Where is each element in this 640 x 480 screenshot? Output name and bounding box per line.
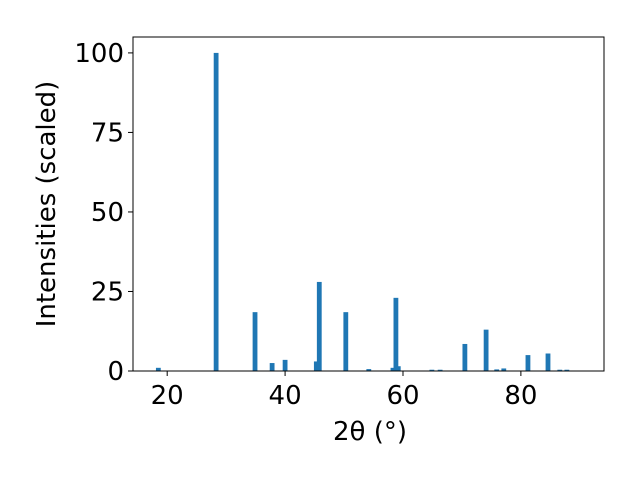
bar bbox=[343, 312, 349, 371]
y-tick-label: 100 bbox=[74, 39, 124, 69]
bar bbox=[366, 369, 372, 371]
y-tick-label: 50 bbox=[91, 198, 124, 228]
bar bbox=[155, 367, 161, 371]
x-tick-label: 80 bbox=[504, 381, 537, 411]
bar bbox=[390, 367, 396, 371]
bar bbox=[494, 369, 500, 371]
bar bbox=[437, 369, 443, 371]
bar bbox=[213, 52, 219, 372]
y-axis-label: Intensities (scaled) bbox=[32, 81, 62, 328]
x-tick-label: 20 bbox=[151, 381, 184, 411]
bar bbox=[316, 281, 322, 371]
y-tick-label: 25 bbox=[91, 277, 124, 307]
bar bbox=[564, 369, 570, 371]
x-axis-label: 2θ (°) bbox=[333, 417, 407, 447]
bar bbox=[545, 353, 551, 371]
y-tick-label: 0 bbox=[107, 357, 124, 387]
bar bbox=[525, 355, 531, 371]
bar bbox=[395, 366, 401, 371]
bar bbox=[282, 359, 288, 371]
bar bbox=[557, 369, 563, 371]
bar bbox=[462, 343, 468, 371]
y-tick-label: 75 bbox=[91, 118, 124, 148]
bar bbox=[501, 368, 507, 371]
bar bbox=[393, 297, 399, 371]
x-tick-label: 60 bbox=[386, 381, 419, 411]
bar bbox=[313, 361, 319, 371]
plot-frame bbox=[132, 36, 605, 372]
bar bbox=[483, 329, 489, 371]
bar bbox=[269, 363, 275, 371]
bar bbox=[429, 369, 435, 371]
x-tick-label: 40 bbox=[269, 381, 302, 411]
bar bbox=[252, 312, 258, 371]
